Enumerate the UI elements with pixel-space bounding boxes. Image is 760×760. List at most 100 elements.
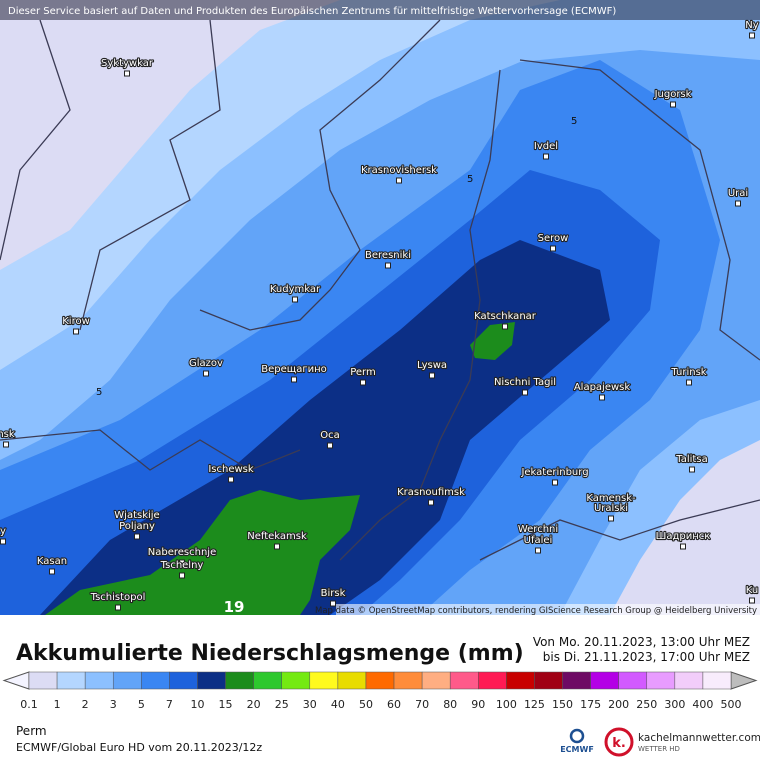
brand-icon bbox=[604, 727, 634, 757]
city-label: Tschistopol bbox=[90, 592, 146, 603]
city-marker bbox=[134, 522, 140, 529]
colorbar-swatch bbox=[225, 671, 254, 690]
contour-label: 5 bbox=[571, 116, 577, 127]
city-label: Nischni Tagil bbox=[494, 377, 556, 388]
brand-sub: WETTER HD bbox=[638, 745, 680, 753]
colorbar-swatch bbox=[28, 671, 58, 690]
border bbox=[479, 499, 760, 561]
colorbar-swatch bbox=[197, 671, 226, 690]
border bbox=[79, 19, 221, 331]
city-label: Syktywkar bbox=[101, 58, 154, 69]
city-marker bbox=[608, 515, 614, 522]
colorbar-over bbox=[730, 671, 758, 690]
colorbar-tick-label: 150 bbox=[552, 698, 573, 711]
map: Dieser Service basiert auf Daten und Pro… bbox=[0, 0, 760, 616]
city-marker bbox=[134, 533, 140, 540]
colorbar-swatch bbox=[646, 671, 676, 690]
colorbar-tick-label: 250 bbox=[636, 698, 657, 711]
city-label: Ufalei bbox=[524, 535, 553, 546]
marker-number: 19 bbox=[224, 598, 245, 616]
city-label: Ischewsk bbox=[208, 464, 254, 475]
colorbar-swatch bbox=[618, 671, 648, 690]
colorbar-swatch bbox=[281, 671, 311, 690]
contour-label: 5 bbox=[467, 174, 473, 185]
city-marker bbox=[543, 153, 549, 160]
location: Perm bbox=[16, 724, 47, 738]
credit-bg bbox=[336, 604, 760, 615]
city-marker bbox=[689, 466, 695, 473]
city-marker bbox=[670, 101, 676, 108]
city-label: Neftekamsk bbox=[247, 531, 307, 542]
city-marker bbox=[228, 476, 234, 483]
border bbox=[199, 19, 441, 331]
city-label: Wjatskije bbox=[114, 510, 159, 521]
colorbar-tick-label: 25 bbox=[275, 698, 289, 711]
city-label: Katschkanar bbox=[474, 311, 537, 322]
border bbox=[339, 69, 501, 561]
colorbar-tick-label: 30 bbox=[303, 698, 317, 711]
colorbar-tick-label: 7 bbox=[166, 698, 173, 711]
city-marker bbox=[124, 70, 130, 77]
colorbar-swatch bbox=[56, 671, 86, 690]
colorbar-swatch bbox=[506, 671, 535, 690]
city-label: y bbox=[0, 526, 6, 537]
city-label: Beresniki bbox=[365, 250, 411, 261]
city-label: Naberesсhnje bbox=[148, 547, 216, 558]
colorbar-tick-label: 70 bbox=[415, 698, 429, 711]
city-label: Шадринск bbox=[656, 531, 711, 542]
city-marker bbox=[330, 600, 336, 607]
city-label: Oca bbox=[320, 430, 340, 441]
city-label: Kudymkar bbox=[270, 284, 321, 295]
colorbar-tick-label: 5 bbox=[138, 698, 145, 711]
colorbar-swatch bbox=[112, 671, 142, 690]
contour-label: 5 bbox=[96, 387, 102, 398]
city-label: Alapajewsk bbox=[574, 382, 631, 393]
colorbar-swatch bbox=[169, 671, 198, 690]
border bbox=[0, 429, 301, 471]
city-marker bbox=[552, 479, 558, 486]
colorbar-swatch bbox=[365, 671, 395, 690]
city-label: Jugorsk bbox=[654, 89, 692, 100]
city-marker bbox=[749, 32, 755, 39]
colorbar-tick-label: 3 bbox=[110, 698, 117, 711]
precip-zone bbox=[40, 240, 610, 615]
city-marker bbox=[535, 547, 541, 554]
colorbar-tick-label: 2 bbox=[82, 698, 89, 711]
city-marker bbox=[0, 538, 6, 545]
colorbar-tick-label: 90 bbox=[471, 698, 485, 711]
city-label: Glazov bbox=[189, 358, 223, 369]
city-label: Urai bbox=[728, 188, 748, 199]
city-label: Poljany bbox=[119, 521, 155, 532]
border bbox=[0, 19, 71, 261]
colorbar-swatch bbox=[590, 671, 619, 690]
colorbar-tick-label: 50 bbox=[359, 698, 373, 711]
city-marker bbox=[599, 394, 605, 401]
colorbar-tick-label: 0.1 bbox=[20, 698, 38, 711]
colorbar-tick-label: 20 bbox=[247, 698, 261, 711]
city-marker bbox=[385, 262, 391, 269]
city-marker bbox=[686, 379, 692, 386]
colorbar-tick-label: 80 bbox=[443, 698, 457, 711]
colorbar-swatch bbox=[253, 671, 282, 690]
city-label: Ny bbox=[745, 20, 758, 31]
city-label: Serow bbox=[538, 233, 569, 244]
city-label: Werchni bbox=[518, 524, 558, 535]
city-marker bbox=[550, 245, 556, 252]
attribution: Dieser Service basiert auf Daten und Pro… bbox=[8, 6, 616, 17]
city-marker bbox=[522, 389, 528, 396]
colorbar-tick-label: 300 bbox=[664, 698, 685, 711]
colorbar-swatch bbox=[534, 671, 563, 690]
city-marker bbox=[179, 572, 185, 579]
city-marker bbox=[428, 499, 434, 506]
colorbar-swatch bbox=[702, 671, 732, 690]
precip-zone bbox=[0, 0, 340, 270]
colorbar-tick-label: 1 bbox=[54, 698, 61, 711]
legend-title: Akkumulierte Niederschlagsmenge (mm) bbox=[16, 641, 524, 666]
city-labels: Ny Syktywkar Jugorsk Ivdel Krasnovishersk Ura… bbox=[0, 19, 760, 611]
precip-zone bbox=[610, 440, 760, 615]
colorbar-tick-label: 200 bbox=[608, 698, 629, 711]
colorbar-tick-label: 125 bbox=[524, 698, 545, 711]
city-label: Talitsa bbox=[675, 454, 707, 465]
